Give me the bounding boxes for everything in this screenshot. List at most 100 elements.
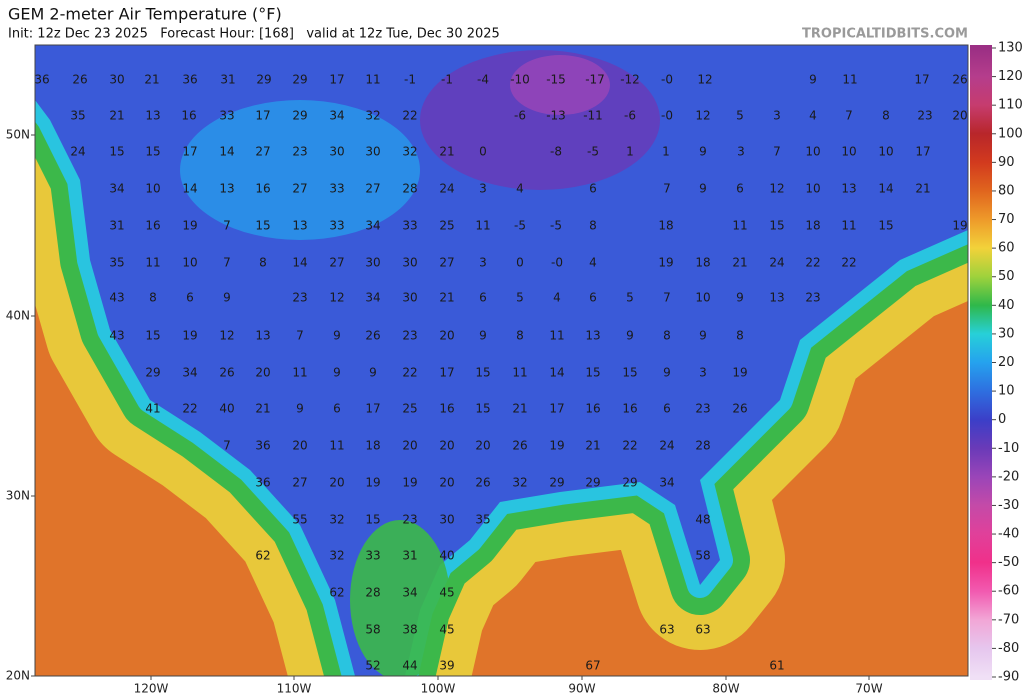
colorbar-label: -60 [998, 584, 1019, 599]
colorbar-label: 90 [998, 155, 1015, 170]
temperature-label: 22 [402, 366, 417, 380]
temperature-label: 6 [589, 182, 597, 196]
temperature-label: -0 [661, 109, 673, 123]
temperature-label: 15 [145, 145, 160, 159]
temperature-label: 7 [223, 256, 231, 270]
temperature-label: 20 [439, 329, 454, 343]
temperature-label: 23 [292, 145, 307, 159]
temperature-label: 36 [182, 73, 197, 87]
temperature-label: 30 [365, 145, 380, 159]
temperature-label: -17 [585, 73, 605, 87]
temperature-label: 6 [589, 291, 597, 305]
temperature-label: 10 [695, 291, 710, 305]
temperature-label: 3 [699, 366, 707, 380]
temperature-label: 17 [914, 73, 929, 87]
temperature-label: 9 [626, 329, 634, 343]
temperature-label: 58 [695, 549, 710, 563]
temperature-label: 27 [255, 145, 270, 159]
temperature-label: 27 [292, 476, 307, 490]
temperature-label: -5 [550, 219, 562, 233]
temperature-label: 19 [658, 256, 673, 270]
temperature-label: 14 [219, 145, 234, 159]
colorbar-label: -90 [998, 670, 1019, 685]
temperature-label: 20 [329, 476, 344, 490]
temperature-label: 10 [145, 182, 160, 196]
colorbar-label: -10 [998, 441, 1019, 456]
temperature-label: 39 [439, 659, 454, 673]
temperature-label: 3 [737, 145, 745, 159]
temperature-label: 24 [70, 145, 85, 159]
temperature-label: 36 [34, 73, 49, 87]
temperature-label: 28 [695, 439, 710, 453]
temperature-label: 19 [952, 219, 967, 233]
temperature-label: 34 [365, 219, 380, 233]
temperature-label: 15 [475, 366, 490, 380]
colorbar-label: 120 [998, 69, 1023, 84]
temperature-label: 17 [329, 73, 344, 87]
temperature-label: 6 [736, 182, 744, 196]
temperature-label: 20 [475, 439, 490, 453]
temperature-label: -1 [404, 73, 416, 87]
temperature-label: 61 [769, 659, 784, 673]
colorbar-label: 0 [998, 412, 1006, 427]
temperature-label: 5 [736, 109, 744, 123]
temperature-label: 8 [516, 329, 524, 343]
temperature-label: -4 [477, 73, 489, 87]
temperature-label: 32 [402, 145, 417, 159]
temperature-label: 15 [622, 366, 637, 380]
temperature-label: 13 [585, 329, 600, 343]
temperature-label: 40 [219, 402, 234, 416]
temperature-label: 9 [699, 329, 707, 343]
colorbar-label: -50 [998, 555, 1019, 570]
temperature-label: 15 [109, 145, 124, 159]
temperature-label: 9 [809, 73, 817, 87]
temperature-label: 12 [697, 73, 712, 87]
temperature-label: 7 [223, 439, 231, 453]
temperature-label: 8 [149, 291, 157, 305]
temperature-label: 34 [329, 109, 344, 123]
cool-region [180, 100, 420, 240]
temperature-label: 17 [915, 145, 930, 159]
temperature-label: 27 [365, 182, 380, 196]
temperature-label: 21 [439, 291, 454, 305]
temperature-label: 15 [475, 402, 490, 416]
temperature-label: 32 [365, 109, 380, 123]
temperature-label: 17 [439, 366, 454, 380]
temperature-label: 9 [479, 329, 487, 343]
temperature-label: 6 [479, 291, 487, 305]
temperature-label: 17 [549, 402, 564, 416]
latitude-label: 40N [6, 309, 30, 323]
temperature-label: 4 [589, 256, 597, 270]
temperature-label: 28 [365, 586, 380, 600]
longitude-label: 120W [134, 682, 169, 696]
temperature-label: 23 [695, 402, 710, 416]
temperature-label: 12 [695, 109, 710, 123]
temperature-label: 19 [549, 439, 564, 453]
temperature-label: 33 [365, 549, 380, 563]
temperature-label: 30 [402, 256, 417, 270]
title: GEM 2-meter Air Temperature (°F) [8, 5, 282, 24]
temperature-label: -0 [551, 256, 563, 270]
latitude-label: 20N [6, 669, 30, 683]
temperature-label: 23 [402, 513, 417, 527]
temperature-label: 1 [662, 145, 670, 159]
temperature-label: -15 [546, 73, 566, 87]
temperature-label: 45 [439, 586, 454, 600]
colorbar-label: -70 [998, 612, 1019, 627]
temperature-label: -6 [624, 109, 636, 123]
temperature-label: -10 [510, 73, 530, 87]
temperature-label: 29 [145, 366, 160, 380]
temperature-label: 24 [769, 256, 784, 270]
colorbar-label: -30 [998, 498, 1019, 513]
temperature-label: 11 [365, 73, 380, 87]
temperature-label: 25 [402, 402, 417, 416]
temperature-label: 8 [259, 256, 267, 270]
temperature-label: 26 [219, 366, 234, 380]
temperature-label: 31 [220, 73, 235, 87]
temperature-label: 22 [402, 109, 417, 123]
temperature-label: 30 [329, 145, 344, 159]
temperature-label: 24 [439, 182, 454, 196]
temperature-label: 18 [365, 439, 380, 453]
temperature-label: -11 [583, 109, 603, 123]
